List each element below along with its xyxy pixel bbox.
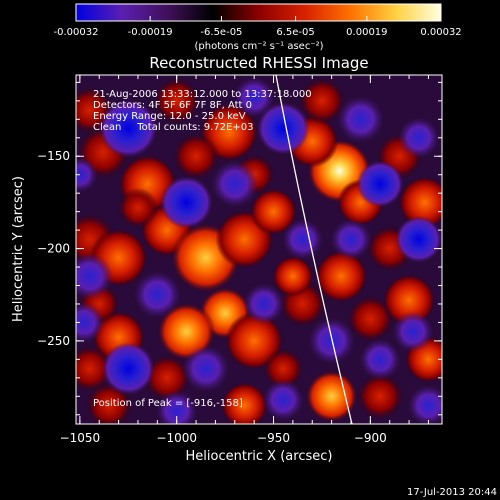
chart-title: Reconstructed RHESSI Image xyxy=(149,54,368,72)
heatmap-negative-region xyxy=(102,342,155,395)
heatmap-bright-source xyxy=(315,250,368,303)
y-tick-label: −200 xyxy=(37,242,70,256)
heatmap-bright-source xyxy=(117,187,159,229)
colorbar-ticks: -0.00032 -0.00019 -6.5e-05 6.5e-05 0.00019 0.… xyxy=(54,16,462,38)
heatmap-negative-region xyxy=(257,102,310,155)
heatmap-bright-source xyxy=(305,370,358,423)
y-tick-label: −150 xyxy=(37,149,70,163)
heatmap-negative-region xyxy=(233,76,275,118)
heatmap-negative-region xyxy=(408,385,442,424)
heatmap-negative-region xyxy=(337,96,384,143)
heatmap-negative-region xyxy=(356,160,404,208)
heatmap-negative-region xyxy=(76,157,98,193)
colorbar-tick-label: -0.00032 xyxy=(54,27,99,38)
heatmap-negative-region xyxy=(76,253,113,300)
heatmap-negative-region xyxy=(395,216,442,263)
heatmap-bright-source xyxy=(356,373,404,420)
peak-position-label: Position of Peak = [-916,-158] xyxy=(93,398,243,409)
colorbar-tick-label: 6.5e-05 xyxy=(276,27,314,38)
x-axis-label: Heliocentric X (arcsec) xyxy=(186,449,333,464)
heatmap-negative-region xyxy=(359,339,401,380)
colorbar xyxy=(75,3,442,22)
heatmap-negative-region xyxy=(156,390,198,424)
heatmap-bright-source xyxy=(153,77,200,125)
heatmap-bright-source xyxy=(76,345,113,392)
heatmap-negative-region xyxy=(330,219,372,260)
annotation-detectors: Detectors: 4F 5F 6F 7F 8F, Att 0 xyxy=(93,100,252,111)
heatmap-negative-region xyxy=(392,311,434,353)
colorbar-tick-label: -0.00019 xyxy=(128,27,173,38)
heatmap-bright-source xyxy=(298,77,346,125)
heatmap-bright-source xyxy=(398,176,442,229)
heatmap-negative-region xyxy=(182,345,229,392)
annotation-time-range: 21-Aug-2006 13:33:12.000 to 13:37:18.000 xyxy=(93,89,312,100)
x-tick-label: −1050 xyxy=(60,431,101,445)
annotation-clean-counts: Clean Total counts: 9.72E+03 xyxy=(93,122,253,133)
heatmap-negative-region xyxy=(243,283,285,325)
colorbar-tick-label: -6.5e-05 xyxy=(200,27,242,38)
x-tick-label: −1000 xyxy=(156,431,197,445)
heatmap-bright-source xyxy=(221,382,268,424)
heatmap-bright-source xyxy=(272,255,314,297)
heatmap-image xyxy=(76,76,442,424)
colorbar-unit-label: (photons cm⁻² s⁻¹ asec⁻²) xyxy=(194,41,323,52)
heatmap-bright-source xyxy=(382,274,436,327)
heatmap-negative-region xyxy=(134,271,181,318)
heatmap-negative-region xyxy=(211,160,259,208)
plot-frame xyxy=(75,74,443,425)
annotation-energy-range: Energy Range: 12.0 - 25.0 keV xyxy=(93,111,246,122)
colorbar-tick-label: 0.00019 xyxy=(346,27,387,38)
heatmap-negative-region xyxy=(76,302,105,343)
heatmap-bright-source xyxy=(172,133,220,180)
heatmap-bright-source xyxy=(262,348,304,389)
colorbar-tick-label: 0.00032 xyxy=(420,27,461,38)
heatmap-bright-source xyxy=(347,295,394,342)
heatmap-negative-region xyxy=(282,219,323,260)
y-tick-label: −250 xyxy=(37,334,70,348)
axis-ticks: −1050 −1000 −950 −900 −150 −200 −250 xyxy=(37,75,442,445)
x-tick-label: −900 xyxy=(354,431,387,445)
x-tick-label: −950 xyxy=(257,431,290,445)
solar-limb-curve xyxy=(275,75,353,424)
heatmap-bright-source xyxy=(143,354,191,402)
heatmap-negative-region xyxy=(160,176,213,229)
heatmap-negative-region xyxy=(262,379,304,421)
footer-timestamp: 17-Jul-2013 20:44 xyxy=(407,487,497,498)
heatmap-negative-region xyxy=(99,99,158,158)
heatmap-bright-source xyxy=(250,188,297,235)
heatmap-negative-region xyxy=(398,117,440,159)
y-axis-label: Heliocentric Y (arcsec) xyxy=(11,176,26,322)
observation-info: 21-Aug-2006 13:33:12.000 to 13:37:18.000… xyxy=(93,89,312,409)
